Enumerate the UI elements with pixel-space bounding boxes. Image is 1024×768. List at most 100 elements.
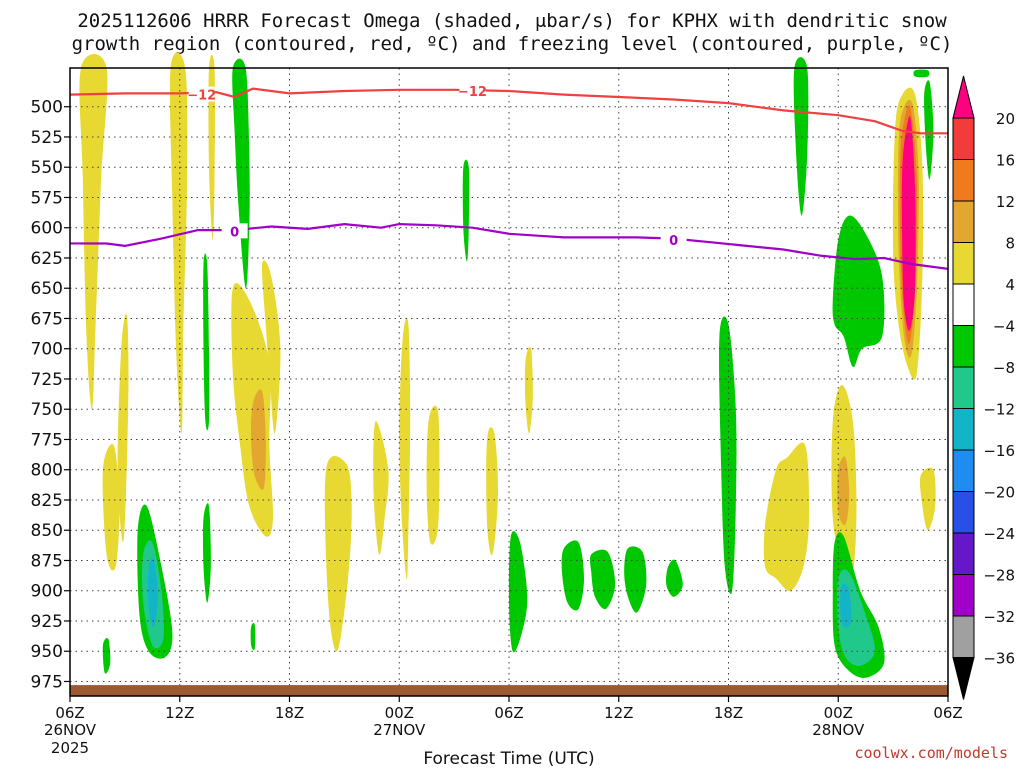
grid-layer — [69, 68, 949, 696]
x-tick-label: 00Z — [385, 704, 414, 722]
credit-text: coolwx.com/models — [854, 744, 1008, 762]
contour-label: 0 — [669, 234, 678, 249]
colorbar-label: 20 — [996, 110, 1015, 128]
dendritic-growth-contour — [69, 87, 948, 135]
colorbar-bin — [952, 325, 975, 368]
colorbar-bin — [952, 200, 975, 243]
omega-pos-j — [373, 420, 389, 555]
x-tick-label: 06Z — [494, 704, 523, 722]
y-tick-label: 975 — [31, 672, 63, 692]
omega-pos-a — [79, 54, 108, 410]
omega-neg-f — [147, 558, 158, 628]
colorbar-label: −16 — [983, 442, 1015, 460]
x-date-label: 26NOV — [44, 721, 97, 739]
omega-neg-o — [718, 316, 737, 595]
colorbar-bin — [952, 283, 975, 326]
x-tick-label: 06Z — [933, 704, 962, 722]
omega-neg-b — [203, 253, 210, 431]
colorbar-label: −32 — [983, 608, 1015, 626]
chart-title-line-1: 2025112606 HRRR Forecast Omega (shaded, … — [77, 10, 947, 32]
y-tick-label: 700 — [31, 340, 63, 360]
colorbar-bin — [952, 408, 975, 451]
colorbar-arrow-top — [952, 75, 975, 119]
y-tick-label: 500 — [31, 98, 63, 118]
omega-pos-m — [486, 427, 499, 556]
y-axis: 500 525 550 575 600 625 650 675 700 725 750 775 800 8… — [31, 98, 70, 692]
y-tick-label: 675 — [31, 309, 63, 329]
omega-pos-i — [324, 456, 352, 652]
y-tick-label: 725 — [31, 370, 63, 390]
colorbar-label: −24 — [983, 525, 1015, 543]
omega-neg-i — [462, 159, 470, 262]
omega-neg-c — [202, 503, 211, 603]
colorbar-label: 16 — [996, 152, 1015, 170]
colorbar-bin — [952, 117, 975, 160]
colorbar-bin — [952, 449, 975, 492]
omega-pos-q — [837, 456, 850, 525]
omega-neg-n — [665, 559, 683, 597]
colorbar-label: −8 — [993, 359, 1015, 377]
omega-neg-k — [561, 540, 584, 611]
contour-label-bg — [660, 231, 687, 247]
omega-neg-q — [832, 215, 885, 368]
colorbar-arrow-bottom — [952, 657, 975, 700]
x-tick-label: 00Z — [824, 704, 853, 722]
colorbar-bin — [952, 366, 975, 409]
y-tick-label: 625 — [31, 249, 63, 269]
x-tick-label: 12Z — [604, 704, 633, 722]
colorbar-label: 4 — [1005, 276, 1015, 294]
y-tick-label: 600 — [31, 219, 63, 239]
omega-neg-m — [624, 546, 647, 613]
colorbar-bin — [952, 242, 975, 285]
contour-label: −12 — [187, 89, 216, 104]
x-date-label: 27NOV — [373, 721, 426, 739]
x-tick-label: 06Z — [55, 704, 84, 722]
contour-label-bg — [188, 86, 215, 102]
x-tick-label: 18Z — [714, 704, 743, 722]
omega-neg-l — [589, 549, 616, 610]
y-tick-label: 800 — [31, 461, 63, 481]
contour-label-bg — [459, 82, 486, 98]
contour-label-bg — [221, 223, 248, 239]
colorbar-label: −20 — [983, 484, 1015, 502]
colorbar-bin — [952, 491, 975, 534]
omega-pos-d — [169, 52, 188, 434]
colorbar-label: −28 — [983, 567, 1015, 585]
colorbar-bin — [952, 532, 975, 575]
colorbar-label: −12 — [983, 401, 1015, 419]
omega-pos-e — [208, 54, 215, 240]
x-axis-label: Forecast Time (UTC) — [423, 749, 594, 768]
contour-label: 0 — [230, 225, 239, 240]
freezing-level-contour — [69, 223, 949, 270]
y-tick-label: 825 — [31, 491, 63, 511]
colorbar-label: 8 — [1005, 235, 1015, 253]
ground-level-band — [70, 685, 948, 696]
contour-layer: −12 −12 0 0 — [69, 82, 949, 270]
y-tick-label: 925 — [31, 612, 63, 632]
omega-pos-v — [901, 116, 916, 332]
omega-neg-p — [793, 57, 809, 216]
colorbar: 20 16 12 8 4 −4 −8 −12 −16 −20 −24 −28 −32 −36 — [952, 75, 1015, 700]
x-year-label: 2025 — [51, 739, 89, 757]
omega-neg-j — [508, 531, 528, 653]
colorbar-label: −36 — [983, 650, 1015, 668]
omega-neg-u — [924, 80, 934, 180]
y-tick-label: 900 — [31, 582, 63, 602]
y-tick-label: 950 — [31, 642, 63, 662]
chart-title-line-2: growth region (contoured, red, ºC) and f… — [71, 33, 953, 55]
y-tick-label: 550 — [31, 158, 63, 178]
omega-neg-h — [250, 622, 256, 651]
x-tick-label: 12Z — [165, 704, 194, 722]
y-tick-label: 575 — [31, 188, 63, 208]
omega-neg-t — [840, 583, 852, 628]
y-tick-label: 650 — [31, 279, 63, 299]
y-tick-label: 875 — [31, 551, 63, 571]
y-tick-label: 750 — [31, 400, 63, 420]
omega-pos-k — [399, 317, 411, 580]
colorbar-bin — [952, 574, 975, 617]
y-tick-label: 850 — [31, 521, 63, 541]
omega-neg-v — [913, 69, 930, 78]
omega-pos-b — [117, 314, 129, 543]
